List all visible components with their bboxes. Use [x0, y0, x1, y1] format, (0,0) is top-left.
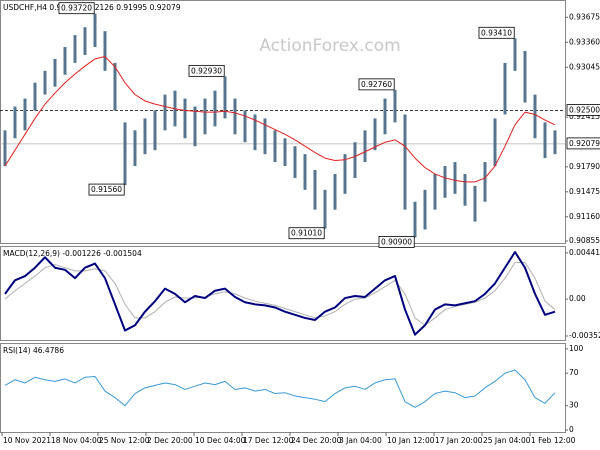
y-tick-label: 100 — [569, 344, 584, 353]
reference-label-box — [566, 104, 600, 116]
annotation-label: 0.92760 — [361, 80, 392, 89]
x-tick-label: 10 Dec 04:00 — [195, 436, 246, 445]
y-tick-label: 0.90855 — [569, 236, 600, 245]
y-tick-label: -0.003528 — [569, 331, 600, 340]
annotation-label: 0.90900 — [381, 237, 412, 246]
reference-label: 0.92500 — [569, 105, 600, 114]
annotation-label: 0.91560 — [91, 185, 122, 194]
x-tick-label: 3 Jan 04:00 — [339, 436, 382, 445]
x-tick-label: 17 Dec 12:00 — [243, 436, 294, 445]
annotation-label-box — [88, 183, 125, 196]
annotation-label-box — [358, 78, 395, 91]
watermark: ActionForex.com — [259, 36, 400, 56]
indicator-line — [4, 251, 556, 336]
x-tick-label: 10 Jan 12:00 — [387, 436, 435, 445]
x-tick-label: 18 Nov 04:00 — [51, 436, 102, 445]
x-tick-label: 10 Nov 2021 — [3, 436, 51, 445]
rsi-panel — [0, 343, 566, 433]
x-tick-label: 17 Jan 20:00 — [435, 436, 483, 445]
x-tick-label: 1 Feb 12:00 — [531, 436, 576, 445]
x-tick-label: 24 Dec 20:00 — [291, 436, 342, 445]
macd-panel — [0, 246, 566, 341]
indicator-line — [4, 369, 556, 408]
y-tick-label: 0.93045 — [569, 62, 600, 71]
y-tick-label: 70 — [569, 368, 579, 377]
x-tick-label: 2 Dec 20:00 — [147, 436, 193, 445]
annotation-label-box — [58, 2, 95, 15]
x-tick-label: 25 Nov 12:00 — [99, 436, 150, 445]
annotation-label-box — [378, 236, 415, 248]
annotation-label: 0.93410 — [481, 28, 512, 37]
y-tick-label: 0.91475 — [569, 187, 600, 196]
y-tick-label: 0.93360 — [569, 37, 600, 46]
y-tick-label: 0.004412 — [569, 248, 600, 257]
annotation-label: 0.91010 — [291, 229, 322, 238]
panel-title: MACD(12,26,9) -0.001226 -0.001504 — [3, 249, 142, 258]
annotation-label: 0.92930 — [191, 66, 222, 75]
annotation-label-box — [188, 64, 225, 77]
y-tick-label: 0.00 — [569, 294, 586, 303]
annotation-label: 0.93720 — [61, 4, 92, 13]
annotation-label-box — [478, 26, 515, 39]
y-tick-label: 0.91160 — [569, 212, 600, 221]
moving-average — [4, 56, 556, 183]
y-tick-label: 0.91790 — [569, 162, 600, 171]
x-tick-label: 25 Jan 04:00 — [483, 436, 531, 445]
panel-title: RSI(14) 46.4786 — [3, 346, 64, 355]
y-tick-label: 30 — [569, 401, 579, 410]
y-tick-label: 0.93675 — [569, 12, 600, 21]
annotation-label-box — [288, 227, 325, 240]
last-price-label: 0.92079 — [569, 139, 600, 148]
price-panel — [0, 0, 566, 244]
y-tick-label: 0.92415 — [569, 112, 600, 121]
y-tick-label: 0 — [569, 425, 574, 434]
last-price-label-box — [566, 137, 600, 150]
indicator-line — [4, 261, 556, 326]
